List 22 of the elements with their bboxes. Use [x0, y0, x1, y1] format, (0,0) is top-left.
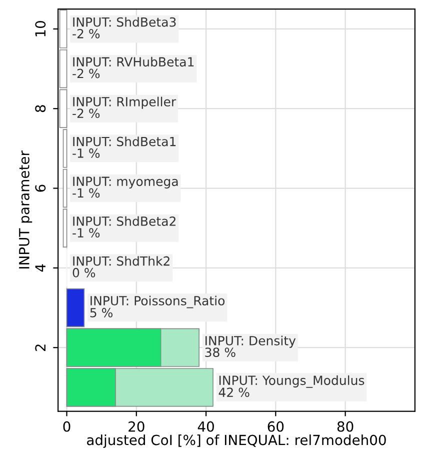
- y-tick-label: 8: [35, 105, 46, 112]
- data-label: INPUT: myomega -1 %: [72, 176, 178, 198]
- y-axis-title: INPUT parameter: [19, 150, 32, 268]
- data-label: INPUT: RVHubBeta1 -2 %: [72, 56, 194, 78]
- data-label: INPUT: RImpeller -2 %: [72, 96, 176, 118]
- x-axis-title: adjusted CoI [%] of INEQUAL: rel7modeh00: [87, 434, 386, 448]
- data-label: INPUT: ShdBeta3 -2 %: [72, 17, 176, 38]
- x-tick-label: 40: [198, 421, 214, 432]
- y-tick-label: 2: [35, 344, 46, 351]
- x-tick-label: 80: [337, 421, 354, 432]
- data-label: INPUT: ShdBeta2 -1 %: [72, 216, 176, 238]
- x-tick-label: 0: [63, 421, 70, 432]
- x-tick-label: 60: [268, 421, 284, 432]
- data-label: INPUT: ShdBeta1 -1 %: [72, 136, 176, 158]
- y-tick-label: 4: [35, 264, 46, 272]
- data-label: INPUT: Poissons_Ratio 5 %: [90, 296, 225, 318]
- data-label: INPUT: Youngs_Modulus 42 %: [218, 375, 364, 398]
- data-label: INPUT: Density 38 %: [205, 336, 296, 358]
- y-tick-label: 10: [35, 21, 46, 36]
- x-tick-label: 20: [128, 421, 144, 432]
- data-label: INPUT: ShdThk2 0 %: [72, 256, 170, 278]
- y-tick-label: 6: [35, 184, 46, 192]
